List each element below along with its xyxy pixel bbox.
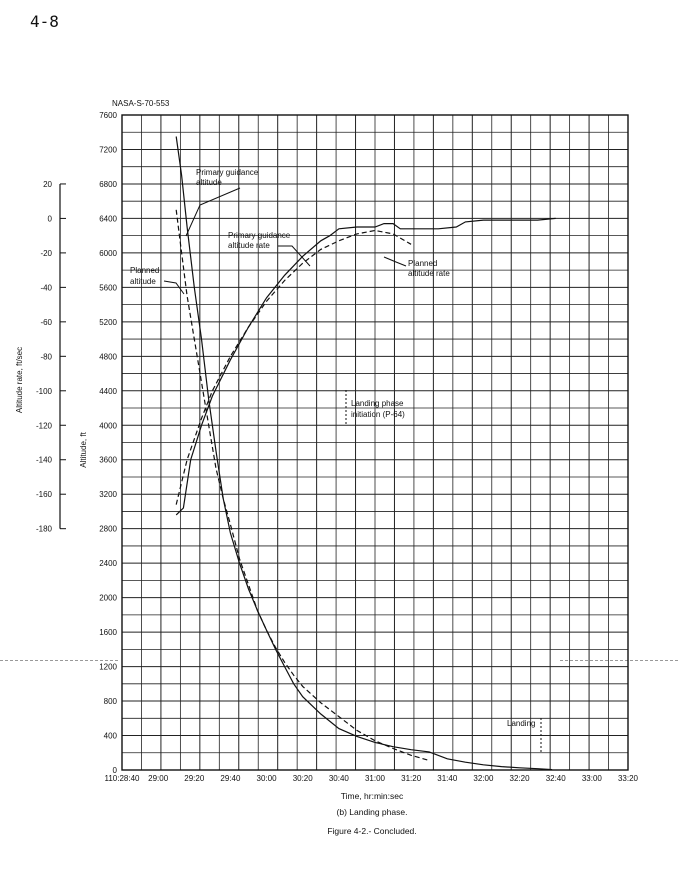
altitude-tick-label: 2800 — [99, 525, 117, 534]
annot-primary-alt-2: altitude — [196, 178, 222, 187]
altitude-tick-label: 1600 — [99, 628, 117, 637]
chart-grid — [121, 114, 629, 771]
x-tick-label: 30:00 — [257, 774, 278, 783]
x-tick-label: 29:00 — [148, 774, 169, 783]
rate-tick-label: -140 — [36, 456, 53, 465]
x-tick-label: 33:20 — [618, 774, 639, 783]
annot-planned-rate-1: Planned — [408, 259, 437, 268]
altitude-tick-label: 2400 — [99, 559, 117, 568]
rate-tick-label: -40 — [40, 283, 52, 292]
annot-landing-phase-2: initiation (P-64) — [351, 410, 405, 419]
scan-rule-left — [0, 660, 118, 661]
document-id: NASA-S-70-553 — [112, 99, 170, 108]
x-axis-title: Time, hr:min:sec — [340, 791, 404, 801]
rate-tick-label: -20 — [40, 249, 52, 258]
annot-planned-alt-leader — [163, 280, 185, 295]
altitude-tick-label: 7200 — [99, 145, 117, 154]
rate-tick-label: 0 — [48, 214, 53, 223]
x-tick-labels: 110:28:40 29:00 29:20 29:40 30:00 30:20 30:40 3… — [105, 774, 639, 783]
altitude-tick-label: 4000 — [99, 421, 117, 430]
rate-tick-label: -180 — [36, 525, 53, 534]
altitude-tick-label: 0 — [113, 766, 118, 775]
series-primary-guidance-altitude-rate — [175, 217, 556, 516]
altitude-tick-label: 7600 — [99, 111, 117, 120]
annot-planned-rate-leader — [383, 256, 407, 267]
chart-series — [175, 136, 556, 771]
altitude-tick-label: 1200 — [99, 663, 117, 672]
altitude-tick-label: 6400 — [99, 214, 117, 223]
annot-landing: Landing — [507, 719, 535, 728]
x-tick-label: 30:20 — [293, 774, 314, 783]
x-tick-label: 31:40 — [437, 774, 458, 783]
x-tick-label: 32:40 — [546, 774, 567, 783]
altitude-tick-label: 4400 — [99, 387, 117, 396]
altitude-tick-label: 4800 — [99, 352, 117, 361]
altitude-tick-label: 2000 — [99, 594, 117, 603]
x-tick-label: 30:40 — [329, 774, 350, 783]
x-tick-label: 29:20 — [184, 774, 205, 783]
rate-tick-label: -160 — [36, 490, 53, 499]
annot-primary-alt-1: Primary guidance — [196, 168, 259, 177]
x-tick-label: 33:00 — [582, 774, 603, 783]
altitude-tick-label: 6000 — [99, 249, 117, 258]
altitude-tick-label: 6800 — [99, 180, 117, 189]
x-tick-label: 29:40 — [220, 774, 241, 783]
scan-rule-right — [560, 660, 678, 661]
x-tick-label: 32:20 — [510, 774, 531, 783]
altitude-tick-label: 5200 — [99, 318, 117, 327]
annot-planned-alt-1: Planned — [130, 266, 159, 275]
annot-planned-rate-2: altitude rate — [408, 269, 450, 278]
rate-tick-label: 20 — [43, 180, 52, 189]
altitude-tick-label: 3200 — [99, 490, 117, 499]
x-tick-label: 31:20 — [401, 774, 422, 783]
x-tick-label: 110:28:40 — [105, 774, 141, 783]
annot-primary-alt-leader — [185, 187, 241, 237]
page-number: 4-8 — [30, 12, 59, 31]
rate-tick-label: -60 — [40, 318, 52, 327]
altitude-axis-label: Altitude, ft — [79, 431, 88, 467]
annot-planned-alt-2: altitude — [130, 277, 156, 286]
annot-primary-rate-2: altitude rate — [228, 241, 270, 250]
series-primary-guidance-altitude — [175, 136, 553, 771]
altitude-tick-labels: 0 400 800 1200 1600 2000 2400 2800 3200 3600 4000 4… — [99, 111, 117, 775]
altitude-tick-label: 5600 — [99, 283, 117, 292]
series-planned-altitude-rate — [175, 229, 412, 505]
rate-axis-label: Altitude rate, ft/sec — [15, 347, 24, 413]
altitude-tick-label: 3600 — [99, 456, 117, 465]
rate-tick-label: -120 — [36, 421, 53, 430]
annot-primary-rate-leader — [278, 245, 311, 267]
x-tick-label: 31:00 — [365, 774, 386, 783]
rate-tick-label: -100 — [36, 387, 53, 396]
annot-primary-rate-1: Primary guidance — [228, 231, 291, 240]
subcaption: (b) Landing phase. — [336, 807, 408, 817]
rate-tick-labels: 20 0 -20 -40 -60 -80 -100 -120 -140 -160 -180 — [36, 180, 66, 534]
x-tick-label: 32:00 — [473, 774, 494, 783]
rate-tick-label: -80 — [40, 352, 52, 361]
annot-landing-phase-1: Landing phase — [351, 399, 404, 408]
plot-frame — [121, 114, 629, 771]
figure-caption: Figure 4-2.- Concluded. — [327, 826, 417, 836]
series-planned-altitude — [175, 209, 430, 762]
altitude-tick-label: 800 — [104, 697, 118, 706]
altitude-tick-label: 400 — [104, 732, 118, 741]
